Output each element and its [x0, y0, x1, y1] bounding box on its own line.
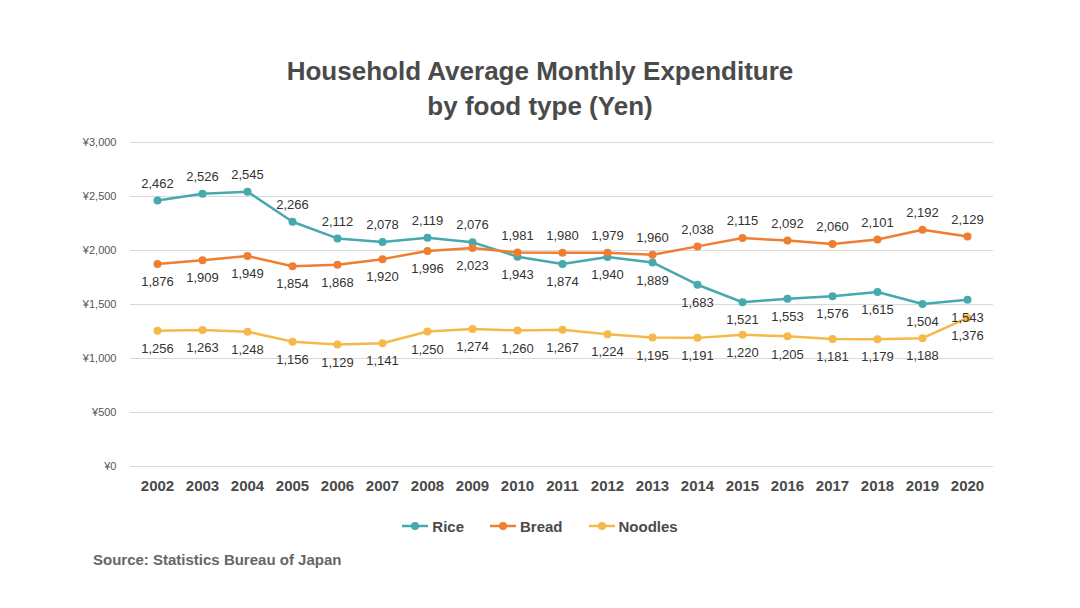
svg-text:2009: 2009: [456, 477, 489, 494]
svg-text:1,267: 1,267: [546, 340, 579, 355]
svg-text:1,220: 1,220: [726, 345, 759, 360]
svg-text:1,920: 1,920: [366, 269, 399, 284]
svg-text:2012: 2012: [591, 477, 624, 494]
svg-text:2006: 2006: [321, 477, 354, 494]
svg-text:1,979: 1,979: [591, 228, 624, 243]
html-text:Rice: Rice: [432, 517, 464, 535]
svg-text:2005: 2005: [276, 477, 309, 494]
svg-text:¥500: ¥500: [91, 406, 116, 418]
svg-text:1,250: 1,250: [411, 342, 444, 357]
svg-text:1,256: 1,256: [141, 341, 174, 356]
svg-text:1,940: 1,940: [591, 267, 624, 282]
html-text:Source: Statistics Bureau of J: Source: Statistics Bureau of Japan: [93, 551, 342, 568]
svg-text:2016: 2016: [771, 477, 804, 494]
svg-text:2,526: 2,526: [186, 169, 219, 184]
svg-text:1,195: 1,195: [636, 348, 669, 363]
svg-text:1,980: 1,980: [546, 228, 579, 243]
svg-text:2,038: 2,038: [681, 222, 714, 237]
svg-text:2,023: 2,023: [456, 258, 489, 273]
svg-text:1,181: 1,181: [816, 349, 849, 364]
svg-text:2013: 2013: [636, 477, 669, 494]
svg-text:1,260: 1,260: [501, 341, 534, 356]
svg-text:2,078: 2,078: [366, 217, 399, 232]
svg-text:1,543: 1,543: [951, 310, 984, 325]
svg-text:1,854: 1,854: [276, 276, 309, 291]
svg-text:¥0: ¥0: [103, 460, 116, 472]
html-text:Noodles: Noodles: [618, 517, 678, 535]
svg-text:2,462: 2,462: [141, 176, 174, 191]
svg-text:1,191: 1,191: [681, 348, 714, 363]
svg-text:2,060: 2,060: [816, 219, 849, 234]
svg-text:1,960: 1,960: [636, 230, 669, 245]
svg-text:1,188: 1,188: [906, 348, 939, 363]
svg-text:2002: 2002: [141, 477, 174, 494]
svg-text:¥3,000: ¥3,000: [82, 136, 117, 148]
svg-text:1,156: 1,156: [276, 352, 309, 367]
svg-text:1,224: 1,224: [591, 344, 624, 359]
svg-text:1,504: 1,504: [906, 314, 939, 329]
svg-text:2,192: 2,192: [906, 205, 939, 220]
svg-text:2,129: 2,129: [951, 212, 984, 227]
svg-text:1,949: 1,949: [231, 266, 264, 281]
svg-text:1,889: 1,889: [636, 273, 669, 288]
svg-text:¥1,500: ¥1,500: [82, 298, 117, 310]
svg-text:2,266: 2,266: [276, 197, 309, 212]
svg-text:2018: 2018: [861, 477, 894, 494]
html-text:Household Average Monthly Expe: Household Average Monthly Expenditure: [286, 56, 794, 86]
svg-text:1,248: 1,248: [231, 342, 264, 357]
svg-text:2004: 2004: [231, 477, 265, 494]
svg-text:2,101: 2,101: [861, 215, 894, 230]
svg-text:2003: 2003: [186, 477, 219, 494]
svg-text:1,376: 1,376: [951, 328, 984, 343]
svg-text:1,874: 1,874: [546, 274, 579, 289]
html-text:by food type (Yen): by food type (Yen): [427, 91, 653, 121]
svg-text:2008: 2008: [411, 477, 444, 494]
svg-text:2,112: 2,112: [322, 214, 354, 229]
svg-text:2010: 2010: [501, 477, 534, 494]
svg-text:2,545: 2,545: [231, 167, 264, 182]
svg-text:2007: 2007: [366, 477, 399, 494]
svg-text:1,868: 1,868: [321, 275, 354, 290]
svg-text:1,521: 1,521: [726, 312, 759, 327]
svg-text:2017: 2017: [816, 477, 849, 494]
svg-text:2,092: 2,092: [771, 216, 804, 231]
svg-text:1,179: 1,179: [861, 349, 894, 364]
svg-text:¥2,500: ¥2,500: [82, 190, 117, 202]
svg-text:1,553: 1,553: [771, 309, 804, 324]
svg-text:¥1,000: ¥1,000: [82, 352, 117, 364]
svg-text:1,274: 1,274: [456, 339, 489, 354]
svg-text:¥2,000: ¥2,000: [82, 244, 117, 256]
svg-text:2,119: 2,119: [412, 213, 444, 228]
svg-text:1,683: 1,683: [681, 295, 714, 310]
svg-text:1,141: 1,141: [366, 353, 399, 368]
svg-text:2014: 2014: [681, 477, 715, 494]
svg-text:1,129: 1,129: [321, 355, 354, 370]
svg-text:1,576: 1,576: [816, 306, 849, 321]
svg-text:2019: 2019: [906, 477, 939, 494]
svg-text:2,076: 2,076: [456, 217, 489, 232]
svg-text:1,981: 1,981: [501, 228, 534, 243]
svg-text:1,943: 1,943: [501, 267, 534, 282]
svg-text:2,115: 2,115: [727, 213, 759, 228]
svg-text:1,876: 1,876: [141, 274, 174, 289]
svg-text:1,996: 1,996: [411, 261, 444, 276]
svg-text:1,909: 1,909: [186, 270, 219, 285]
svg-text:2020: 2020: [951, 477, 984, 494]
html-text:Bread: Bread: [520, 517, 563, 535]
svg-text:1,263: 1,263: [186, 340, 219, 355]
svg-text:1,615: 1,615: [861, 302, 894, 317]
svg-text:2015: 2015: [726, 477, 759, 494]
svg-text:1,205: 1,205: [771, 347, 804, 362]
svg-text:2011: 2011: [546, 477, 579, 494]
